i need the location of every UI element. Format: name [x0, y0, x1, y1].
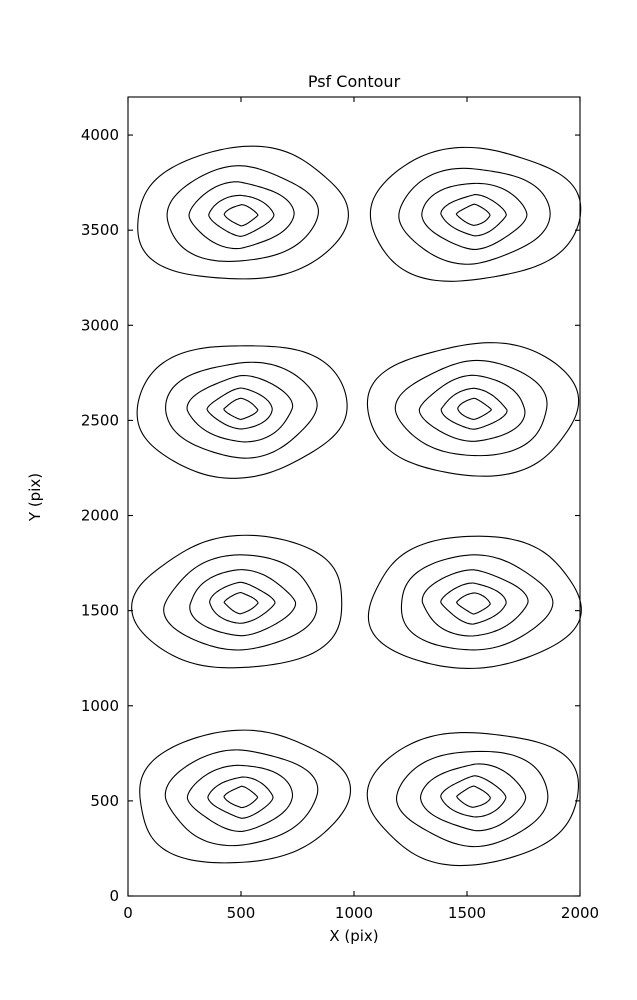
psf-contour-psf-7 — [139, 729, 352, 864]
psf-contour-psf-2 — [369, 146, 582, 282]
y-tick-label: 2500 — [81, 411, 119, 429]
y-tick-label: 1000 — [81, 697, 119, 715]
y-tick-label: 2000 — [81, 507, 119, 525]
contour-level — [395, 750, 549, 848]
contour-level — [206, 387, 273, 430]
contour-level — [163, 554, 318, 651]
x-tick-label: 500 — [227, 904, 256, 922]
contour-level — [440, 775, 507, 818]
psf-contour-psf-4 — [366, 342, 580, 477]
contour-level — [367, 535, 582, 670]
y-tick-label: 1500 — [81, 602, 119, 620]
contour-level — [209, 581, 276, 624]
contour-level — [366, 342, 580, 477]
contour-level — [366, 732, 579, 867]
contour-group — [131, 145, 582, 867]
y-axis-ticks: 0 500 1000 1500 2000 2500 3000 3500 4000 — [81, 126, 580, 905]
contour-level — [223, 591, 259, 615]
contour-level — [421, 182, 528, 251]
y-tick-label: 500 — [90, 792, 119, 810]
contour-level — [440, 194, 507, 237]
contour-level — [223, 785, 259, 809]
contour-level — [189, 569, 297, 637]
psf-contour-psf-8 — [366, 732, 579, 867]
contour-level — [420, 763, 527, 832]
contour-level — [136, 345, 348, 479]
contour-level — [166, 165, 319, 262]
contour-level — [186, 374, 294, 443]
contour-level — [456, 592, 491, 615]
y-tick-label: 3500 — [81, 221, 119, 239]
contour-level — [223, 397, 259, 420]
page-title: Psf Contour — [308, 72, 401, 91]
contour-level — [440, 387, 508, 430]
psf-contour-psf-1 — [137, 145, 349, 280]
contour-level — [131, 534, 343, 669]
contour-level — [456, 785, 491, 808]
contour-level — [394, 359, 548, 457]
contour-level — [398, 167, 551, 265]
contour-level — [137, 145, 349, 280]
contour-level — [369, 146, 582, 282]
contour-level — [165, 361, 318, 459]
contour-level — [139, 729, 352, 864]
psf-contour-psf-5 — [131, 534, 343, 669]
psf-contour-psf-6 — [367, 535, 582, 670]
contour-level — [164, 749, 319, 847]
y-axis-label: Y (pix) — [26, 473, 44, 522]
contour-level — [400, 554, 554, 651]
y-tick-label: 0 — [109, 887, 119, 905]
contour-level — [188, 181, 295, 250]
contour-level — [457, 397, 492, 420]
contour-level — [223, 204, 259, 227]
axes-background — [128, 97, 580, 896]
contour-level — [208, 194, 275, 237]
contour-level — [455, 203, 491, 226]
contour-level — [421, 569, 529, 637]
y-tick-label: 4000 — [81, 126, 119, 144]
x-tick-label: 1000 — [335, 904, 373, 922]
x-tick-label: 0 — [123, 904, 133, 922]
x-tick-label: 1500 — [448, 904, 486, 922]
x-tick-label: 2000 — [561, 904, 599, 922]
y-tick-label: 3000 — [81, 316, 119, 334]
contour-level — [186, 764, 294, 833]
contour-level — [418, 374, 526, 442]
contour-level — [207, 776, 274, 819]
x-axis-label: X (pix) — [329, 927, 378, 945]
psf-contour-psf-3 — [136, 345, 348, 479]
contour-level — [440, 582, 507, 625]
x-axis-ticks: 0 500 1000 1500 2000 — [123, 97, 599, 922]
